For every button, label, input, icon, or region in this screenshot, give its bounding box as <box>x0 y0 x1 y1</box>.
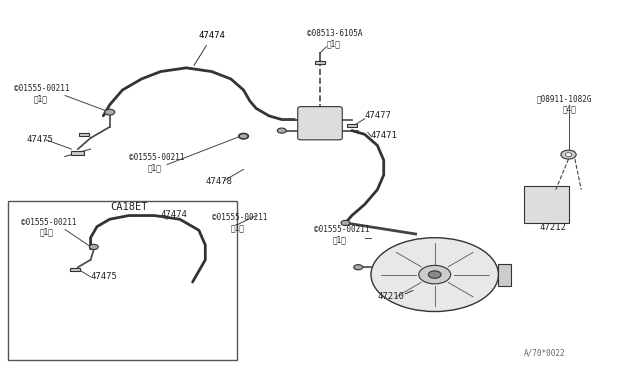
Circle shape <box>371 238 499 311</box>
Circle shape <box>90 244 99 250</box>
Bar <box>347 124 357 126</box>
Text: （1）: （1） <box>333 235 347 244</box>
Text: ⓝ08911-1082G: ⓝ08911-1082G <box>537 94 592 103</box>
Text: （1）: （1） <box>40 228 54 237</box>
Circle shape <box>239 134 248 139</box>
FancyBboxPatch shape <box>298 107 342 140</box>
Bar <box>79 133 90 136</box>
Circle shape <box>419 265 451 284</box>
Text: CA18ET: CA18ET <box>110 202 148 212</box>
Bar <box>315 61 325 64</box>
Text: ©01555-00211: ©01555-00211 <box>314 225 369 234</box>
Bar <box>72 151 84 155</box>
Text: ©01555-00211: ©01555-00211 <box>129 153 184 162</box>
Polygon shape <box>499 263 511 286</box>
Circle shape <box>341 220 350 225</box>
Text: 47477: 47477 <box>365 111 392 120</box>
Circle shape <box>104 109 115 115</box>
Text: （1）: （1） <box>231 223 244 232</box>
Bar <box>8 201 237 359</box>
Text: 47212: 47212 <box>540 223 566 232</box>
Text: ©08513-6105A: ©08513-6105A <box>307 29 363 38</box>
Text: 47210: 47210 <box>378 292 404 301</box>
Text: （4）: （4） <box>562 105 576 113</box>
Text: 47478: 47478 <box>205 177 232 186</box>
Bar <box>524 186 568 223</box>
Text: ©01555-00211: ©01555-00211 <box>212 213 267 222</box>
Circle shape <box>277 128 286 133</box>
Text: ©01555-00211: ©01555-00211 <box>20 218 76 227</box>
Text: （1）: （1） <box>33 95 47 104</box>
Text: 47475: 47475 <box>91 272 118 281</box>
Text: （1）: （1） <box>326 40 340 49</box>
Bar <box>70 267 80 270</box>
Text: 47471: 47471 <box>371 131 398 140</box>
Circle shape <box>565 153 572 157</box>
Circle shape <box>561 150 576 159</box>
Circle shape <box>239 133 248 139</box>
Text: ©01555-00211: ©01555-00211 <box>14 84 70 93</box>
Circle shape <box>354 264 363 270</box>
Text: 47474: 47474 <box>194 31 226 65</box>
Text: 47474: 47474 <box>161 211 188 219</box>
Text: A/70*0022: A/70*0022 <box>524 349 566 358</box>
Text: （1）: （1） <box>148 163 162 173</box>
Circle shape <box>428 271 441 278</box>
Text: 47475: 47475 <box>27 135 54 144</box>
